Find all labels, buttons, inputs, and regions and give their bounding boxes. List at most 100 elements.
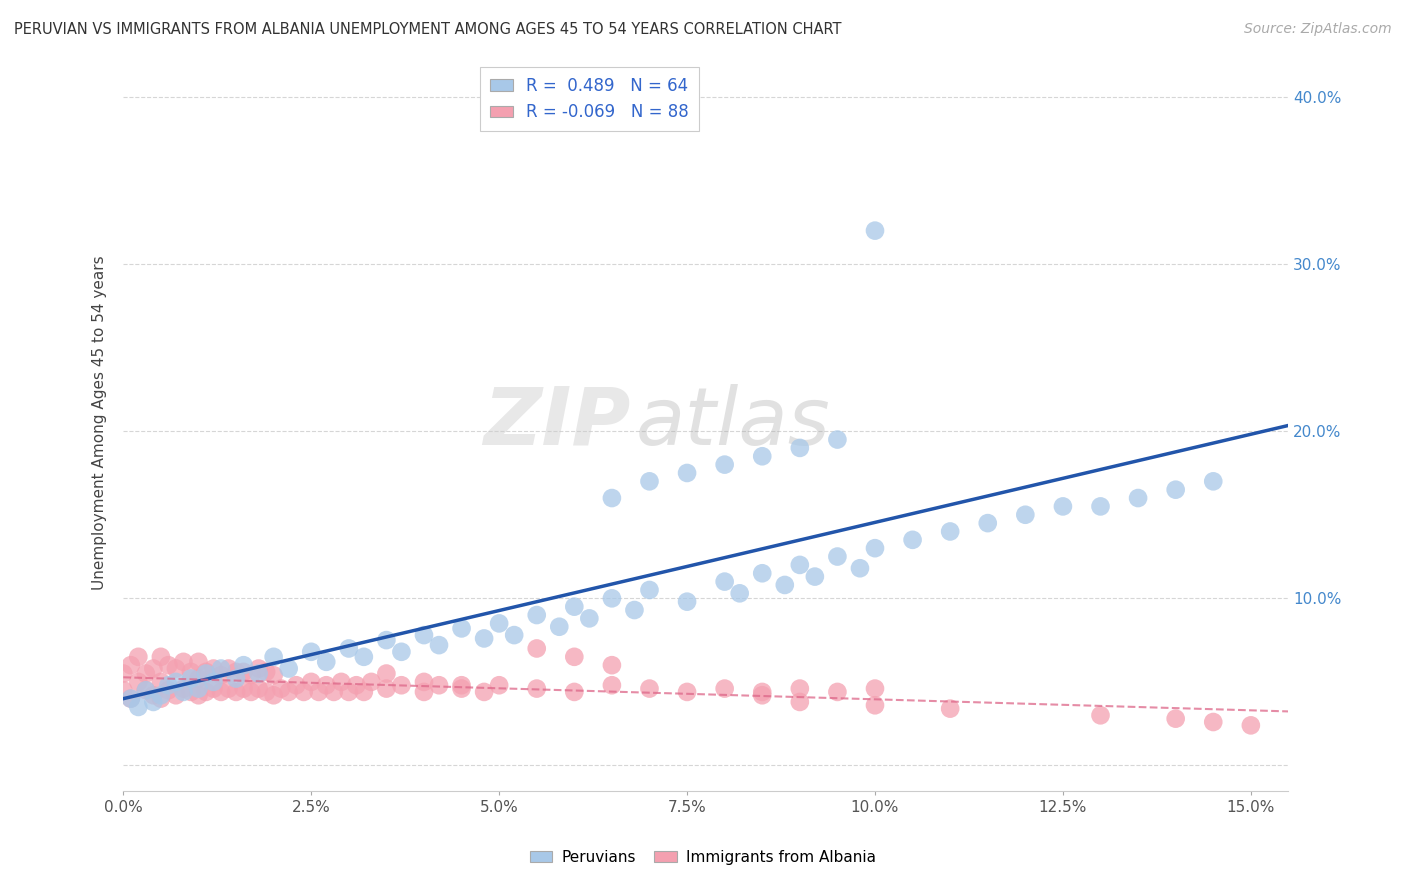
Point [180, 665, 202, 679]
Point [773, 578, 796, 592]
Point [142, 661, 165, 675]
Point [165, 688, 187, 702]
Point [1164, 712, 1187, 726]
Point [218, 681, 240, 696]
Point [751, 685, 773, 699]
Point [827, 549, 849, 564]
Point [299, 645, 322, 659]
Point [315, 678, 337, 692]
Point [112, 666, 135, 681]
Point [225, 665, 247, 679]
Point [344, 678, 367, 692]
Point [450, 678, 472, 692]
Point [1090, 708, 1112, 723]
Point [157, 658, 180, 673]
Point [638, 582, 661, 597]
Point [676, 595, 699, 609]
Point [939, 701, 962, 715]
Point [285, 678, 308, 692]
Point [127, 649, 149, 664]
Point [638, 681, 661, 696]
Point [195, 666, 218, 681]
Point [562, 685, 585, 699]
Point [172, 681, 194, 696]
Point [240, 668, 263, 682]
Point [247, 661, 270, 675]
Point [413, 628, 436, 642]
Point [157, 683, 180, 698]
Point [195, 685, 218, 699]
Point [202, 681, 225, 696]
Point [751, 688, 773, 702]
Point [127, 700, 149, 714]
Point [562, 599, 585, 614]
Point [427, 678, 450, 692]
Point [299, 674, 322, 689]
Point [901, 533, 924, 547]
Point [391, 645, 413, 659]
Point [375, 681, 398, 696]
Point [375, 633, 398, 648]
Point [863, 681, 886, 696]
Point [263, 649, 285, 664]
Point [526, 608, 548, 623]
Point [270, 681, 292, 696]
Point [254, 685, 277, 699]
Point [135, 683, 157, 698]
Point [526, 681, 548, 696]
Point [375, 666, 398, 681]
Point [600, 678, 623, 692]
Point [240, 685, 263, 699]
Point [578, 611, 600, 625]
Point [277, 685, 299, 699]
Point [977, 516, 1000, 530]
Point [127, 674, 149, 689]
Point [676, 466, 699, 480]
Point [713, 574, 735, 589]
Point [789, 681, 811, 696]
Y-axis label: Unemployment Among Ages 45 to 54 years: Unemployment Among Ages 45 to 54 years [93, 255, 107, 591]
Point [263, 668, 285, 682]
Point [728, 586, 751, 600]
Legend: Peruvians, Immigrants from Albania: Peruvians, Immigrants from Albania [523, 844, 883, 871]
Point [187, 672, 209, 686]
Point [209, 661, 232, 675]
Point [562, 649, 585, 664]
Point [503, 628, 526, 642]
Point [135, 666, 157, 681]
Point [165, 661, 187, 675]
Point [157, 678, 180, 692]
Point [337, 641, 360, 656]
Point [413, 674, 436, 689]
Point [187, 655, 209, 669]
Point [472, 685, 495, 699]
Point [172, 655, 194, 669]
Point [391, 678, 413, 692]
Point [713, 681, 735, 696]
Point [526, 641, 548, 656]
Point [263, 688, 285, 702]
Point [1090, 500, 1112, 514]
Point [135, 683, 157, 698]
Point [623, 603, 645, 617]
Point [804, 569, 827, 583]
Point [315, 655, 337, 669]
Point [225, 685, 247, 699]
Point [413, 685, 436, 699]
Point [247, 666, 270, 681]
Text: PERUVIAN VS IMMIGRANTS FROM ALBANIA UNEMPLOYMENT AMONG AGES 45 TO 54 YEARS CORRE: PERUVIAN VS IMMIGRANTS FROM ALBANIA UNEM… [14, 22, 842, 37]
Point [209, 685, 232, 699]
Point [450, 621, 472, 635]
Point [849, 561, 872, 575]
Point [202, 661, 225, 675]
Point [149, 674, 172, 689]
Point [1202, 714, 1225, 729]
Point [149, 688, 172, 702]
Point [142, 695, 165, 709]
Point [1126, 491, 1149, 505]
Point [292, 685, 315, 699]
Point [187, 681, 209, 696]
Point [863, 224, 886, 238]
Point [751, 566, 773, 581]
Point [827, 433, 849, 447]
